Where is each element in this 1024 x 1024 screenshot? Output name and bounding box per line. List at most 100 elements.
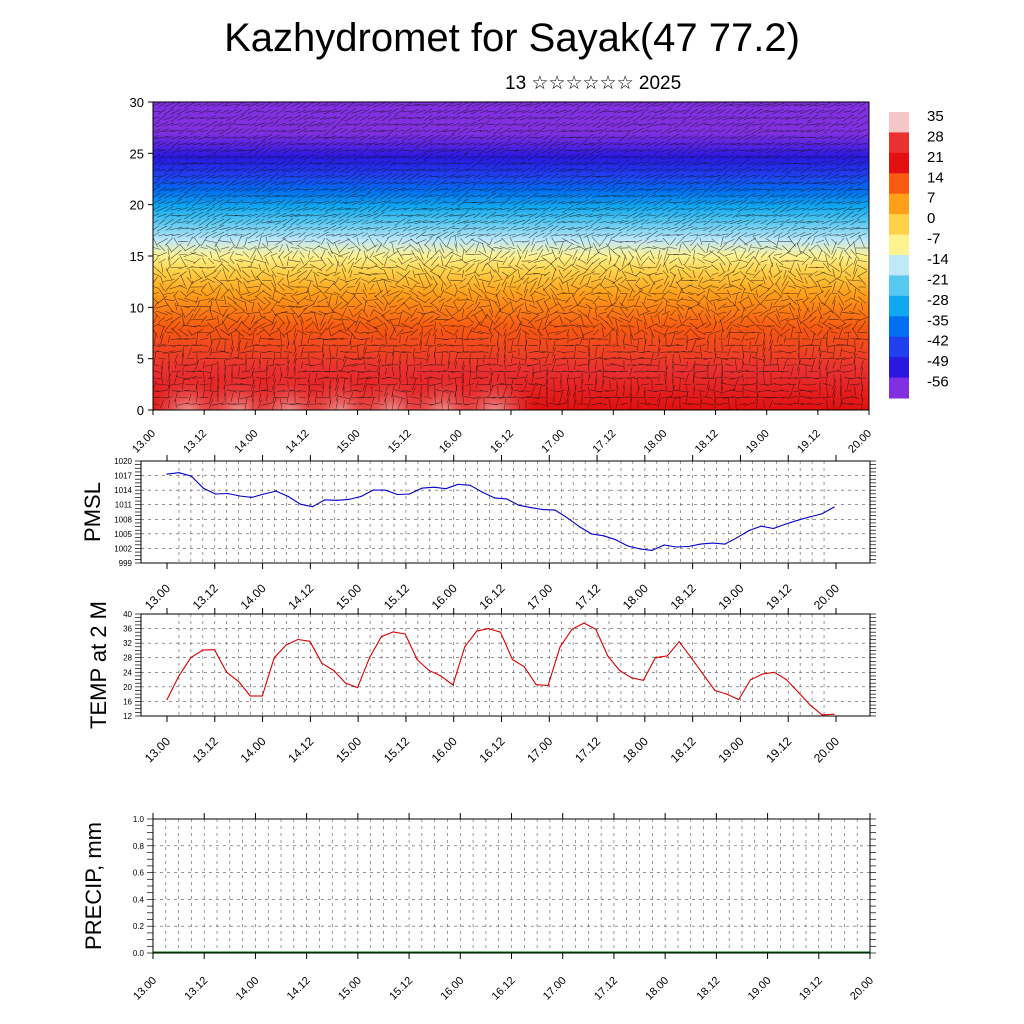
data-point: [493, 497, 495, 499]
line-segment: [615, 539, 629, 547]
line-segment: [416, 659, 430, 671]
y-tick-label: 25: [130, 146, 144, 161]
x-tick-label: 16.12: [476, 581, 507, 612]
x-tick-label: 13.00: [142, 581, 173, 612]
y-tick-label: 1017: [114, 472, 132, 481]
line-segment: [404, 633, 418, 660]
data-point: [202, 487, 204, 489]
data-point: [712, 542, 714, 544]
y-tick-label: 12: [123, 712, 132, 721]
x-tick-label: 14.12: [285, 581, 316, 612]
data-point: [702, 673, 704, 675]
x-tick-label: 19.00: [715, 734, 746, 765]
line-segment: [393, 631, 406, 635]
line-segment: [381, 631, 394, 638]
line-segment: [397, 493, 410, 496]
x-tick-label: 20.00: [846, 428, 874, 456]
line-segment: [583, 622, 597, 630]
data-point: [287, 495, 289, 498]
line-segment: [762, 671, 775, 675]
line-segment: [312, 499, 325, 508]
line-segment: [750, 673, 763, 681]
x-tick-label: 13.12: [190, 734, 221, 765]
x-tick-label: 15.12: [381, 581, 412, 612]
data-point: [760, 525, 762, 527]
line-segment: [785, 679, 799, 693]
data-point: [285, 644, 287, 646]
data-point: [214, 649, 216, 651]
x-tick-label: 18.12: [668, 734, 699, 765]
line-segment: [642, 657, 656, 681]
y-tick-label: 1020: [114, 457, 132, 466]
y-tick-label: 1005: [114, 530, 132, 539]
y-axis-title: PMSL: [80, 482, 105, 542]
data-point: [773, 671, 776, 673]
x-tick-label: 14.00: [238, 581, 269, 612]
data-point: [619, 669, 621, 672]
data-point: [607, 655, 609, 657]
line-segment: [655, 655, 668, 659]
x-tick-label: 17.12: [572, 581, 603, 612]
data-point: [368, 657, 371, 659]
x-tick-label: 14.12: [285, 975, 313, 1003]
line-segment: [822, 713, 835, 716]
data-point: [469, 484, 471, 486]
data-point: [384, 489, 386, 491]
line-segment: [360, 489, 374, 497]
line-segment: [440, 675, 454, 686]
x-tick-label: 19.12: [795, 428, 823, 456]
line-segment: [591, 533, 604, 537]
line-segment: [333, 670, 347, 684]
line-segment: [506, 498, 519, 506]
x-tick-label: 14.12: [284, 428, 312, 456]
data-point: [738, 699, 740, 701]
x-tick-label: 15.00: [336, 975, 364, 1003]
data-point: [190, 475, 192, 477]
colorbar-label: 14: [927, 169, 944, 186]
data-point: [750, 679, 752, 681]
line-segment: [536, 684, 549, 686]
data-point: [457, 483, 459, 485]
y-tick-label: 1002: [114, 544, 132, 553]
y-tick-label: 36: [123, 625, 132, 634]
line-segment: [251, 493, 265, 498]
minor-ticks: [135, 460, 876, 564]
colorbar-label: 0: [927, 210, 935, 227]
colorbar-segment: [889, 255, 909, 276]
line-segment: [774, 671, 787, 681]
line-segment: [238, 681, 251, 697]
data-point: [554, 509, 556, 511]
x-tick-label: 13.12: [181, 428, 209, 456]
line-segment: [263, 490, 277, 495]
y-tick-label: 16: [123, 697, 132, 706]
x-tick-label: 15.00: [335, 428, 363, 456]
data-point: [578, 526, 580, 528]
x-tick-label: 18.00: [643, 975, 671, 1003]
data-point: [408, 493, 411, 495]
line-segment: [166, 472, 180, 475]
line-segment: [797, 691, 811, 706]
colorbar-segment: [889, 152, 909, 174]
x-tick-label: 15.00: [333, 581, 364, 612]
line-segment: [409, 487, 422, 495]
y-tick-label: 24: [123, 668, 132, 677]
line-segment: [738, 679, 752, 700]
x-tick-label: 17.12: [592, 975, 620, 1003]
colorbar-segment: [889, 132, 909, 154]
line-segment: [785, 519, 798, 525]
data-point: [372, 489, 374, 491]
x-tick-label: 16.00: [437, 428, 465, 456]
data-point: [227, 492, 229, 495]
data-point: [214, 493, 217, 495]
data-point: [797, 691, 799, 693]
data-point: [511, 658, 513, 661]
line-segment: [736, 530, 750, 539]
line-segment: [421, 486, 434, 489]
x-tick-label: 17.00: [524, 581, 555, 612]
x-tick-label: 17.00: [524, 734, 555, 765]
data-point: [321, 662, 323, 664]
line-segment: [345, 682, 358, 689]
data-point: [237, 680, 240, 683]
data-point: [772, 527, 775, 530]
y-tick-label: 30: [130, 95, 144, 110]
